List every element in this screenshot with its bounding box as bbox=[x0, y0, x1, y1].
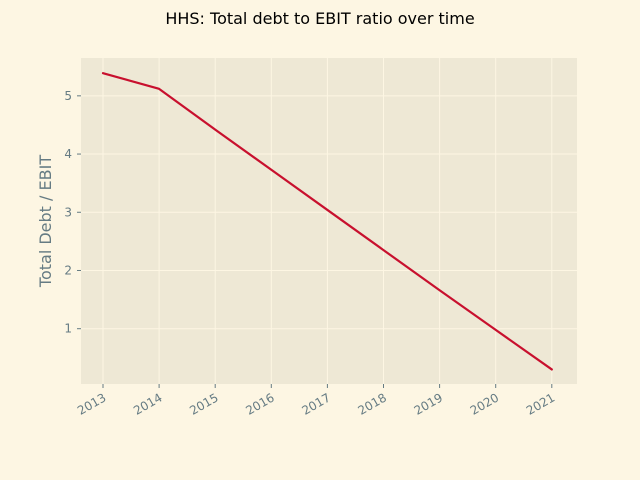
series-group bbox=[101, 72, 553, 371]
x-tick-label: 2020 bbox=[468, 390, 501, 417]
y-tick-label: 2 bbox=[64, 263, 72, 277]
y-tick-label: 3 bbox=[64, 205, 72, 219]
x-tick-label: 2021 bbox=[524, 390, 557, 417]
x-tick-label: 2017 bbox=[299, 390, 332, 417]
x-tick-label: 2015 bbox=[187, 390, 220, 417]
x-tick-label: 2018 bbox=[356, 390, 389, 417]
y-tick-label: 4 bbox=[64, 147, 72, 161]
y-axis-label: Total Debt / EBIT bbox=[36, 155, 55, 288]
x-tick-label: 2019 bbox=[412, 390, 445, 417]
chart-title: HHS: Total debt to EBIT ratio over time bbox=[165, 9, 474, 28]
x-tick-label: 2016 bbox=[243, 390, 276, 417]
x-tick-label: 2013 bbox=[75, 390, 108, 417]
series-line bbox=[101, 72, 553, 371]
y-tick-label: 5 bbox=[64, 89, 72, 103]
y-axis: 1 2 3 4 5 bbox=[64, 89, 81, 336]
y-tick-label: 1 bbox=[64, 322, 72, 336]
x-axis: 2013 2014 2015 2016 2017 2018 2019 2020 2021 bbox=[75, 384, 557, 418]
x-tick-label: 2014 bbox=[131, 390, 164, 417]
